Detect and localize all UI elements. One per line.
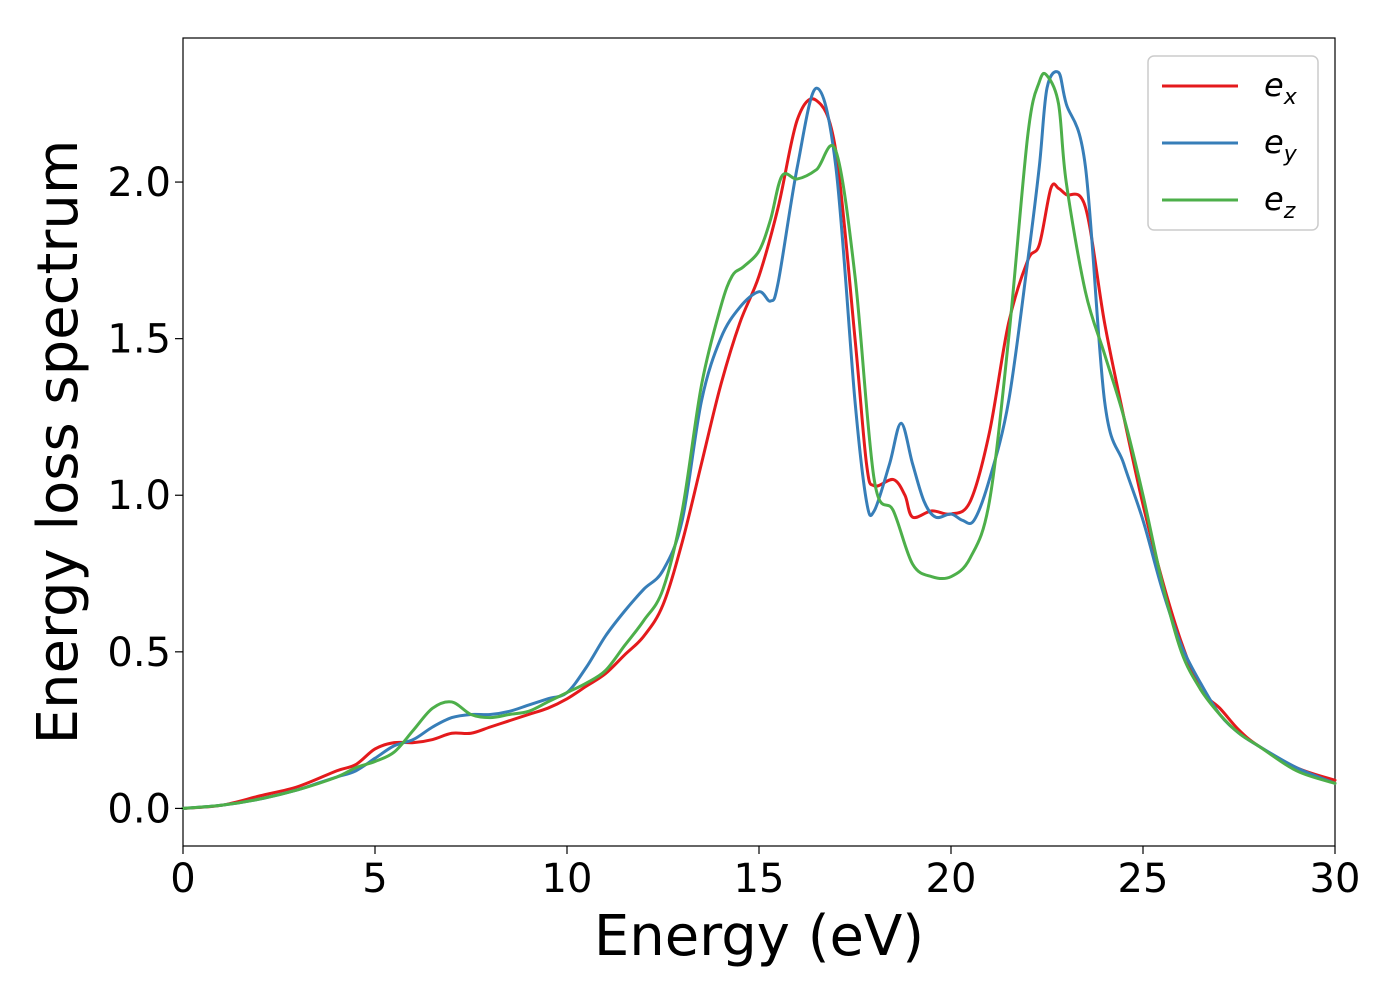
x-tick-label: 10	[542, 856, 593, 902]
legend-label-base: e	[1264, 66, 1284, 104]
legend-label-subscript: y	[1283, 142, 1298, 167]
x-axis-ticks: 0 5 10 15 20 25 30	[170, 846, 1360, 902]
series-layer	[181, 70, 1337, 810]
legend-label-subscript: z	[1283, 199, 1296, 224]
y-tick-label: 1.5	[107, 317, 171, 363]
x-tick-label: 0	[170, 856, 195, 902]
y-tick-label: 0.5	[107, 630, 171, 676]
legend-entry-e-x: ex	[1264, 66, 1298, 110]
y-tick-label: 1.0	[107, 473, 171, 519]
series-line-e-y	[181, 70, 1337, 810]
y-axis-label: Energy loss spectrum	[26, 140, 91, 745]
x-tick-label: 20	[926, 856, 977, 902]
legend-label-base: e	[1264, 180, 1284, 218]
legend-entry-e-z: ez	[1264, 180, 1296, 224]
plot-frame	[182, 37, 1336, 847]
x-tick-label: 15	[734, 856, 785, 902]
x-tick-label: 5	[362, 856, 387, 902]
y-tick-label: 0.0	[107, 786, 171, 832]
y-axis-ticks: 0.0 0.5 1.0 1.5 2.0	[107, 160, 183, 832]
y-tick-label: 2.0	[107, 160, 171, 206]
plot-area	[181, 37, 1337, 847]
legend-entry-e-y: ey	[1264, 123, 1298, 167]
series-line-e-z	[181, 71, 1337, 810]
x-axis-label: Energy (eV)	[594, 904, 924, 969]
legend-label-base: e	[1264, 123, 1284, 161]
x-tick-label: 25	[1118, 856, 1169, 902]
series-line-e-x	[181, 97, 1337, 810]
legend-label-subscript: x	[1283, 85, 1298, 110]
x-tick-label: 30	[1310, 856, 1361, 902]
